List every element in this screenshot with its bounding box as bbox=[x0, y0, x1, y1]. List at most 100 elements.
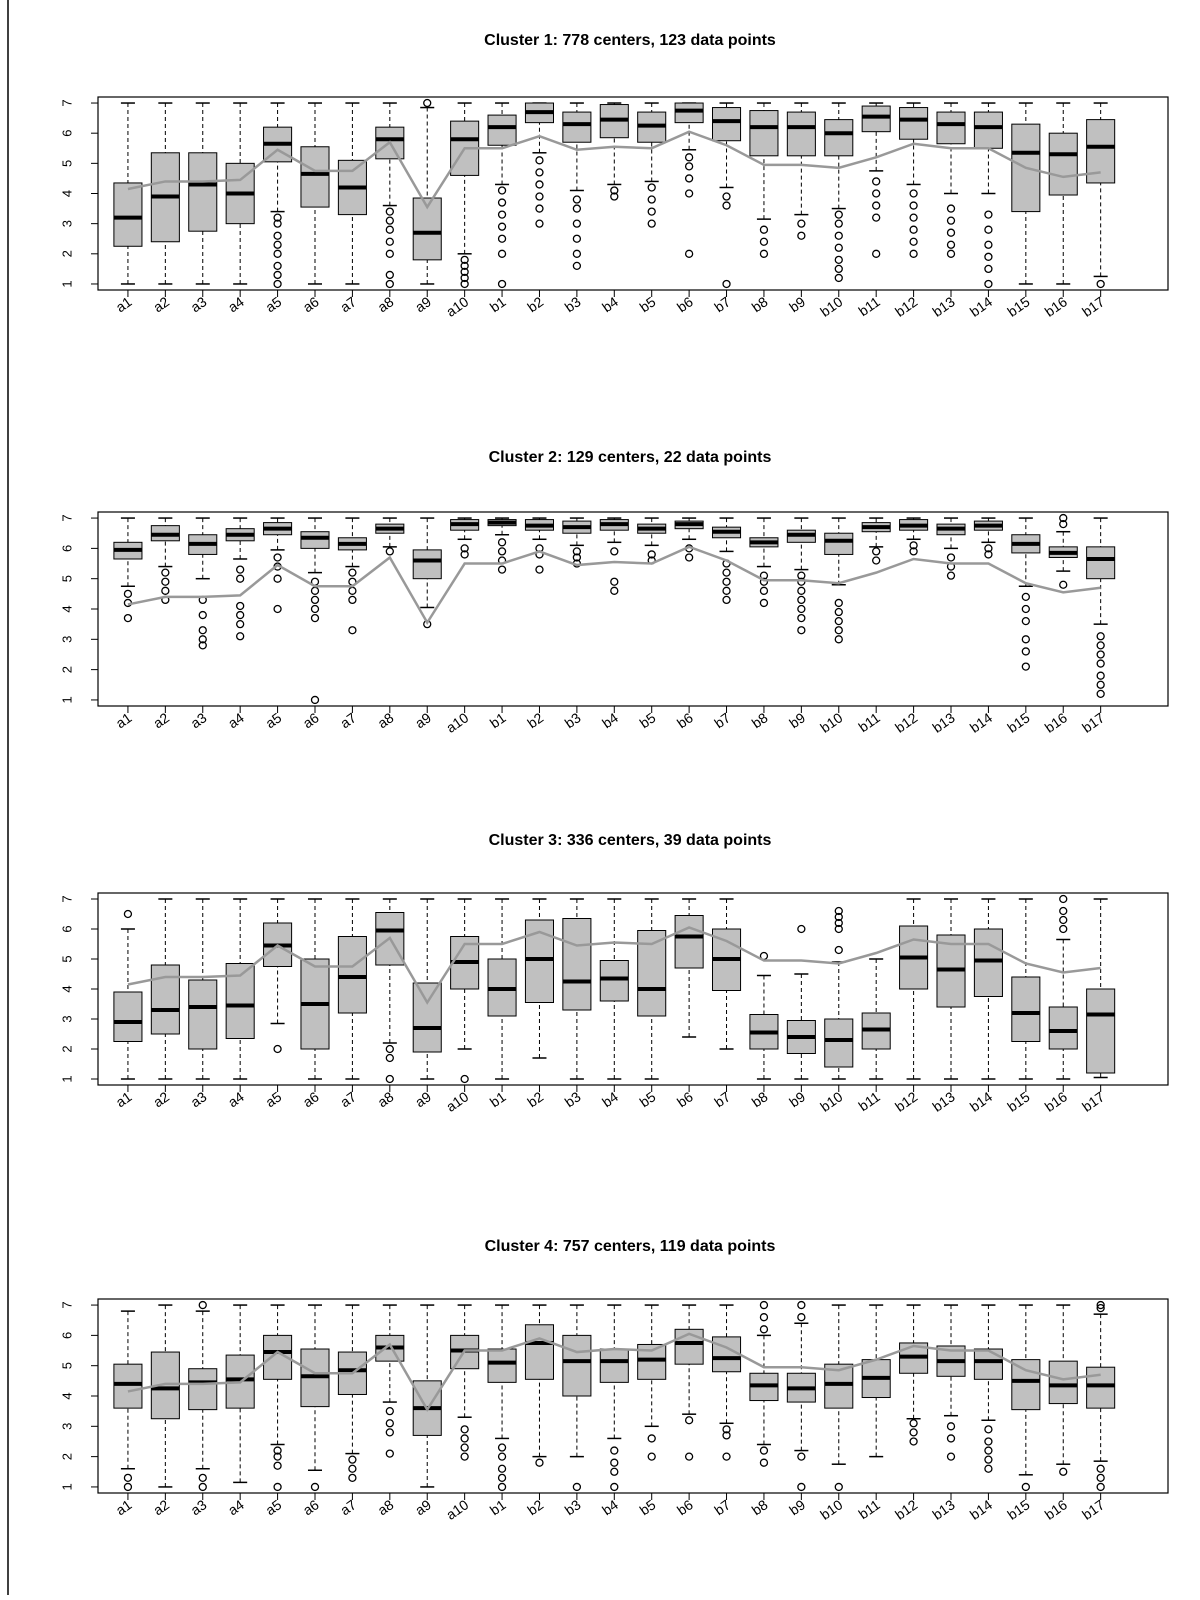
box bbox=[188, 979, 218, 1050]
outlier bbox=[460, 1434, 469, 1443]
outlier bbox=[123, 1473, 133, 1482]
y-tick-label: 6 bbox=[59, 545, 74, 552]
outlier bbox=[946, 1422, 956, 1431]
outlier bbox=[460, 1074, 469, 1084]
outlier bbox=[572, 261, 582, 271]
outlier bbox=[722, 1452, 731, 1461]
y-tick-label: 1 bbox=[59, 696, 74, 703]
x-tick-label: b16 bbox=[1042, 293, 1070, 320]
outlier bbox=[572, 547, 582, 556]
x-tick-label: a2 bbox=[150, 1496, 172, 1518]
outlier bbox=[535, 565, 544, 574]
outlier bbox=[273, 574, 282, 583]
x-tick-label: b12 bbox=[892, 293, 920, 320]
outlier bbox=[1096, 680, 1105, 689]
outlier bbox=[161, 577, 170, 586]
outlier bbox=[310, 595, 320, 605]
x-tick-label: b17 bbox=[1079, 293, 1107, 320]
plot-frame bbox=[97, 96, 1169, 291]
outlier bbox=[984, 1455, 993, 1464]
outlier bbox=[273, 240, 282, 249]
chart-title: Cluster 4: 757 centers, 119 data points bbox=[485, 1238, 776, 1255]
outlier bbox=[946, 1434, 956, 1443]
outlier bbox=[348, 1473, 357, 1482]
x-tick-label: a6 bbox=[300, 293, 322, 315]
outlier bbox=[161, 568, 170, 577]
x-tick-label: a2 bbox=[150, 1088, 172, 1110]
x-tick-label: a1 bbox=[113, 1496, 135, 1518]
x-tick-label: b14 bbox=[967, 1496, 995, 1523]
outlier bbox=[198, 635, 207, 644]
outlier bbox=[684, 189, 694, 198]
x-tick-label: a8 bbox=[375, 293, 397, 315]
x-tick-label: a10 bbox=[443, 1088, 471, 1115]
outlier bbox=[759, 1313, 769, 1322]
y-tick-label: 5 bbox=[59, 1362, 74, 1369]
x-tick-label: b4 bbox=[599, 709, 621, 731]
outlier bbox=[535, 204, 544, 213]
box bbox=[674, 915, 704, 969]
box bbox=[375, 126, 405, 160]
x-tick-label: b14 bbox=[967, 293, 995, 320]
outlier bbox=[460, 1425, 469, 1434]
mean-line bbox=[127, 130, 1101, 210]
x-tick-label: b13 bbox=[929, 1088, 957, 1115]
outlier bbox=[946, 216, 956, 225]
outlier bbox=[1059, 894, 1068, 904]
x-tick-label: b5 bbox=[636, 293, 658, 315]
outlier bbox=[497, 249, 507, 258]
outlier bbox=[123, 1482, 133, 1492]
outlier bbox=[797, 1313, 806, 1322]
box bbox=[1048, 1360, 1078, 1405]
x-tick-label: b10 bbox=[817, 1496, 845, 1523]
outlier bbox=[984, 210, 993, 219]
outlier bbox=[834, 255, 843, 264]
plot-frame bbox=[97, 1298, 1169, 1494]
outlier bbox=[610, 1446, 619, 1455]
x-tick-label: b5 bbox=[636, 1088, 658, 1110]
x-tick-label: b7 bbox=[711, 293, 733, 315]
box bbox=[824, 1363, 854, 1409]
outlier bbox=[684, 162, 694, 171]
outlier bbox=[872, 547, 881, 556]
x-tick-label: a9 bbox=[412, 293, 434, 315]
y-tick-label: 3 bbox=[59, 1423, 74, 1430]
outlier bbox=[273, 604, 282, 614]
x-tick-label: a3 bbox=[188, 1088, 210, 1110]
outlier bbox=[1021, 1482, 1030, 1492]
y-tick-label: 7 bbox=[59, 514, 74, 521]
outlier bbox=[834, 945, 843, 955]
x-tick-label: b8 bbox=[749, 1088, 771, 1110]
outlier bbox=[198, 1482, 207, 1492]
outlier bbox=[273, 1446, 282, 1455]
outlier bbox=[1059, 924, 1068, 934]
x-tick-label: b16 bbox=[1042, 709, 1070, 736]
outlier bbox=[872, 249, 881, 258]
y-tick-label: 5 bbox=[59, 955, 74, 962]
outlier bbox=[161, 586, 170, 595]
outlier bbox=[497, 538, 507, 547]
box bbox=[487, 114, 517, 146]
x-tick-label: a6 bbox=[300, 709, 322, 731]
outlier bbox=[385, 1449, 394, 1458]
y-tick-label: 2 bbox=[59, 1045, 74, 1052]
y-tick-label: 2 bbox=[59, 1453, 74, 1460]
outlier bbox=[385, 547, 394, 556]
outlier bbox=[759, 1300, 769, 1310]
outlier bbox=[834, 243, 843, 252]
box bbox=[1086, 546, 1116, 580]
outlier bbox=[273, 213, 282, 222]
y-tick-label: 7 bbox=[59, 99, 74, 106]
x-tick-label: b11 bbox=[855, 1496, 883, 1522]
x-tick-label: b3 bbox=[562, 293, 584, 315]
outlier bbox=[460, 279, 469, 289]
x-tick-label: b3 bbox=[562, 1088, 584, 1110]
outlier bbox=[684, 249, 694, 258]
outlier bbox=[647, 550, 656, 559]
x-tick-label: a4 bbox=[225, 1496, 247, 1518]
outlier bbox=[497, 234, 507, 243]
outlier bbox=[460, 544, 469, 553]
box bbox=[300, 146, 330, 208]
outlier bbox=[497, 1443, 507, 1452]
outlier bbox=[1096, 659, 1105, 668]
